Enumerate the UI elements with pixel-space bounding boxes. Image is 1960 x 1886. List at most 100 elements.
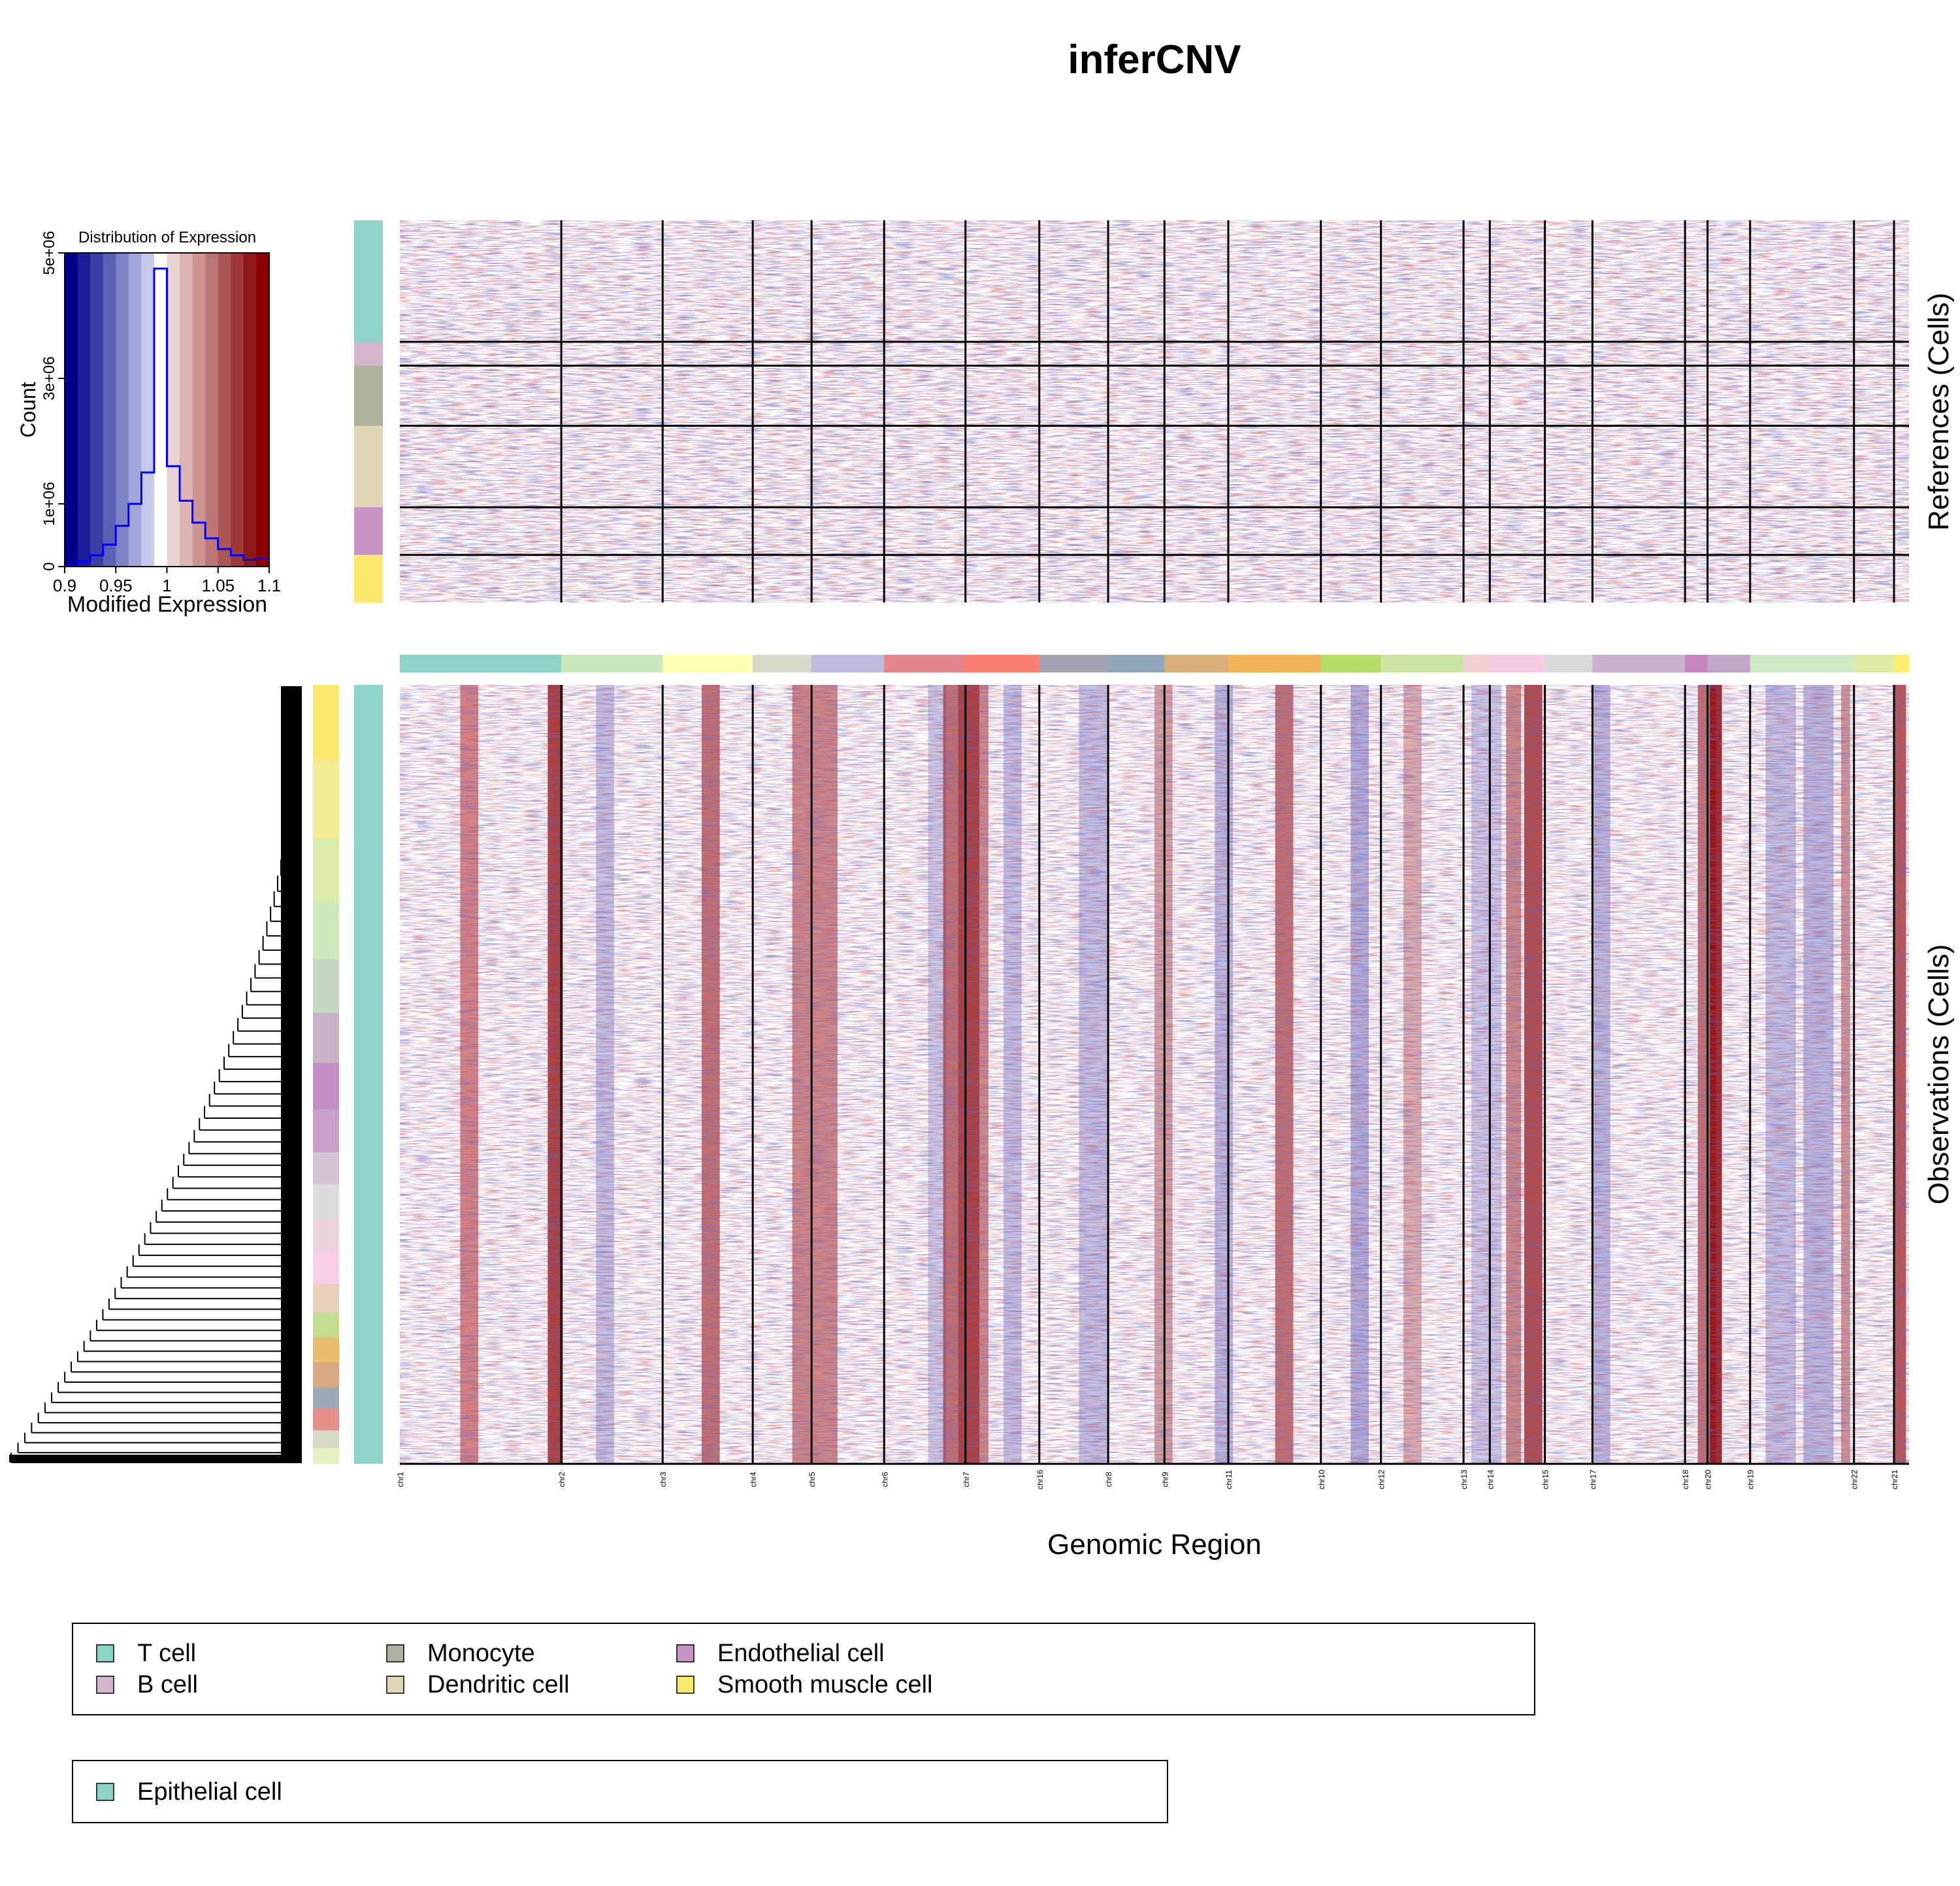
histogram-y-tick-label: 1e+06: [41, 482, 58, 525]
cluster-bar-segment: [313, 959, 339, 1014]
cluster-bar-segment: [313, 1219, 339, 1253]
chromosome-tick-label: chr16: [1036, 1470, 1045, 1489]
chromosome-bar-segment: [1592, 655, 1686, 672]
legend-swatch: [96, 1783, 114, 1801]
legend-label: Epithelial cell: [137, 1778, 282, 1806]
figure-title: inferCNV: [1068, 37, 1241, 82]
chromosome-bar-segment: [1750, 655, 1855, 672]
chromosome-tick-label: chr11: [1224, 1470, 1233, 1489]
histogram-color-band: [65, 253, 78, 567]
chromosome-bar-segment: [1164, 655, 1229, 672]
chromosome-tick-label: chr7: [962, 1472, 971, 1487]
histogram-color-band: [243, 253, 257, 567]
reference-heatmap-blue-noise: [400, 220, 1909, 603]
legend-label: Dendritic cell: [427, 1671, 570, 1698]
chromosome-tick-label: chr3: [659, 1472, 668, 1487]
chromosome-tick-label: chr18: [1681, 1470, 1690, 1489]
chromosome-bar-segment: [1320, 655, 1382, 672]
chromosome-tick-label: chr15: [1541, 1470, 1550, 1489]
legend-label: B cell: [137, 1671, 198, 1698]
legend-swatch: [96, 1676, 114, 1694]
histogram-color-band: [128, 253, 142, 567]
observation-heatmap-blue-noise: [400, 685, 1909, 1464]
chromosome-tick-label: chr17: [1588, 1470, 1597, 1489]
histogram-line: [65, 267, 269, 566]
legend-swatch: [386, 1644, 404, 1663]
cluster-bar-segment: [313, 1337, 339, 1363]
legend-label: Monocyte: [427, 1640, 535, 1667]
cluster-bar-segment: [313, 1362, 339, 1388]
cluster-bar-segment: [313, 1387, 339, 1410]
legend-swatch: [676, 1676, 694, 1694]
chromosome-bar-segment: [965, 655, 1040, 672]
histogram-y-tick-label: 5e+06: [41, 231, 58, 274]
chromosome-tick-label: chr12: [1377, 1470, 1386, 1489]
reference-group-block: [354, 555, 383, 603]
reference-group-bar: [354, 220, 383, 603]
histogram-color-band: [231, 253, 244, 567]
reference-group-block: [354, 342, 383, 366]
histogram-y-axis: 0 1e+06 3e+06 5e+06: [41, 231, 65, 571]
reference-group-block: [354, 507, 383, 555]
chromosome-bar-segment: [1039, 655, 1109, 672]
legend-swatch: [386, 1676, 404, 1694]
chromosome-tick-label: chr9: [1160, 1472, 1169, 1487]
chromosome-tick-label: chr13: [1460, 1470, 1469, 1489]
cluster-bar-segment: [313, 1151, 339, 1185]
chromosome-tick-label: chr19: [1746, 1470, 1756, 1489]
chromosome-bar-segment: [1707, 655, 1751, 672]
histogram-x-tick-label: 1.1: [257, 576, 281, 595]
histogram-color-band: [103, 253, 116, 567]
chromosome-tick-label: chr6: [880, 1472, 889, 1487]
histogram-color-band: [154, 253, 168, 567]
histogram-color-band: [77, 253, 91, 567]
cluster-bar-segment: [313, 1448, 339, 1464]
chromosome-bar-segment: [1685, 655, 1708, 672]
reference-legend: T cell B cell Monocyte Dendritic cell Endoth…: [72, 1623, 1535, 1715]
chromosome-bar-segment: [753, 655, 812, 672]
chromosome-bar-segment: [811, 655, 885, 672]
histogram-color-band: [180, 253, 193, 567]
legend-swatch: [96, 1644, 114, 1663]
histogram-title: Distribution of Expression: [78, 229, 256, 246]
reference-group-dividers: [400, 340, 1909, 556]
chromosome-bar-segment: [561, 655, 663, 672]
histogram-x-axis: 0.9 0.95 1 1.05 1.1: [53, 567, 281, 595]
reference-legend-frame: [72, 1623, 1535, 1715]
chromosome-color-bar: [400, 655, 1910, 672]
chromosome-tick-labels: chr1 chr2 chr3 chr4 chr5 chr6 chr7 chr16 chr8 chr…: [396, 1470, 1899, 1489]
histogram-x-tick-label: 1: [162, 576, 171, 595]
cluster-bar-segment: [313, 1283, 339, 1314]
cluster-bar-segment: [313, 759, 339, 839]
histogram-color-band: [141, 253, 155, 567]
observation-group-bar: [354, 685, 383, 1464]
histogram-color-band: [205, 253, 219, 567]
genomic-region-label: Genomic Region: [1047, 1529, 1262, 1561]
cluster-bar-segment: [313, 1013, 339, 1064]
observation-legend-frame: [72, 1760, 1168, 1823]
observation-legend: Epithelial cell: [72, 1760, 1168, 1823]
legend-label: Endothelial cell: [717, 1640, 885, 1667]
observation-dendrogram: [9, 686, 302, 1463]
chromosome-bar-segment: [400, 655, 562, 672]
histogram-y-tick-label: 3e+06: [41, 356, 58, 400]
chromosome-tick-label: chr14: [1486, 1470, 1495, 1489]
chromosome-bar-segment: [884, 655, 966, 672]
histogram-color-band: [218, 253, 231, 567]
cluster-bar-segment: [313, 838, 339, 903]
chromosome-bar-segment: [1108, 655, 1165, 672]
references-label: References (Cells): [1923, 293, 1955, 531]
cluster-bar-segment: [313, 1109, 339, 1153]
cluster-bar-segment: [313, 1184, 339, 1221]
cluster-bar-segment: [313, 1408, 339, 1431]
chromosome-bar-segment: [1463, 655, 1490, 672]
histogram-color-bands: [65, 253, 270, 567]
chromosome-tick-label: chr4: [749, 1472, 758, 1487]
histogram-x-tick-label: 1.05: [201, 576, 235, 595]
observation-cluster-bar: [313, 685, 339, 1464]
histogram-x-tick-label: 0.9: [53, 576, 76, 595]
legend-label: T cell: [137, 1640, 196, 1667]
reference-group-block: [354, 365, 383, 427]
legend-label: Smooth muscle cell: [717, 1671, 932, 1698]
